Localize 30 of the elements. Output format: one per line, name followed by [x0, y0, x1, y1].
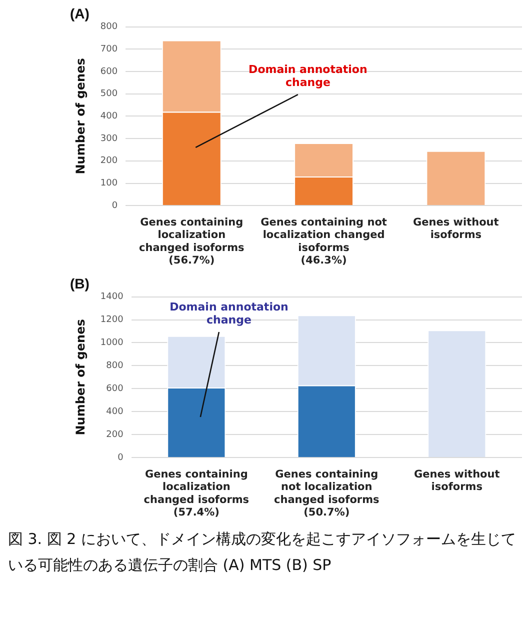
y-tick-label: 0 — [112, 200, 118, 211]
y-tick-label: 600 — [106, 384, 124, 394]
y-tick-label: 1000 — [100, 338, 124, 348]
x-tick-label: Genes containing not localization changed isoforms (50.7%) — [274, 468, 380, 518]
y-tick-label: 300 — [100, 134, 118, 144]
y-tick-label: 1400 — [100, 292, 124, 302]
x-tick-label: Genes containing localization changed isoforms (56.7%) — [139, 216, 244, 266]
y-tick-label: 700 — [100, 44, 118, 54]
y-tick-label: 400 — [100, 112, 118, 122]
y-tick-label: 800 — [106, 361, 124, 372]
y-tick-label: 400 — [106, 407, 124, 417]
y-tick-label: 600 — [100, 66, 118, 77]
annotation: Domain annotation change — [248, 62, 368, 89]
chart-title: (A) — [70, 5, 90, 22]
x-tick-label: Genes containing localization changed isoforms (57.4%) — [144, 468, 250, 518]
x-tick-label: Genes without isoforms — [413, 216, 499, 242]
y-axis-title: Number of genes — [73, 58, 88, 174]
annotation: Domain annotation change — [170, 300, 288, 326]
caption: 図 3. 図 2 において、ドメイン構成の変化を起こすアイソフォームを生じている可能性のある遺伝子の割合 (A) MTS (B) SP — [8, 529, 517, 576]
y-axis-title: Number of genes — [73, 319, 88, 436]
y-tick-label: 500 — [100, 89, 118, 100]
y-tick-label: 200 — [106, 430, 124, 440]
x-tick-label: Genes without isoforms — [414, 468, 500, 494]
y-tick-label: 1200 — [100, 315, 124, 326]
y-tick-label: 200 — [100, 156, 118, 166]
y-tick-label: 0 — [118, 452, 124, 463]
x-tick-label: Genes containing not localization changed isoforms (46.3%) — [260, 216, 387, 266]
y-tick-label: 100 — [100, 178, 118, 189]
chart-title: (B) — [70, 275, 90, 292]
y-tick-label: 800 — [100, 22, 118, 32]
